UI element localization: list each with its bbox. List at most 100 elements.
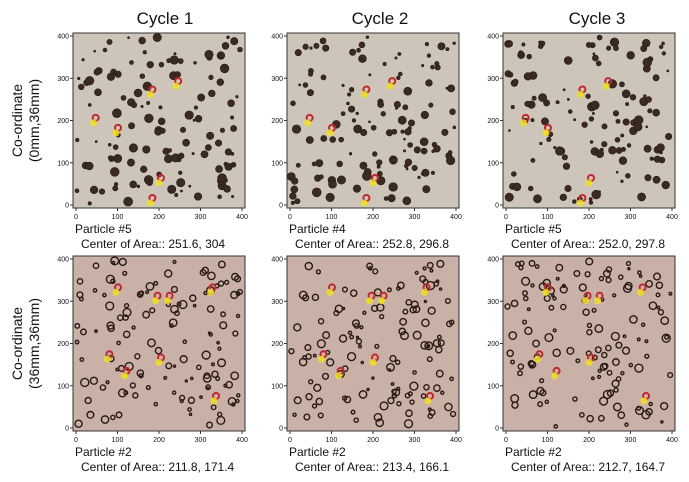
x-tick-label: 200 xyxy=(153,214,165,221)
particle xyxy=(403,138,405,140)
particle xyxy=(403,105,408,110)
particle xyxy=(174,53,176,55)
particle xyxy=(178,153,184,159)
marker-yellow xyxy=(173,83,180,90)
particle xyxy=(662,52,666,56)
marker-yellow xyxy=(164,297,171,304)
x-tick-label: 200 xyxy=(583,437,595,444)
particle xyxy=(431,171,434,174)
particle xyxy=(129,60,133,64)
marker-yellow xyxy=(361,91,368,98)
particle xyxy=(347,93,350,96)
y-tick-label: 0 xyxy=(279,426,283,433)
x-tick-label: 300 xyxy=(409,437,421,444)
x-tick-label: 200 xyxy=(583,214,595,221)
particle xyxy=(616,171,618,173)
particle xyxy=(337,161,343,167)
particle xyxy=(532,96,536,100)
particle xyxy=(124,197,133,206)
x-tick-label: 0 xyxy=(504,214,508,221)
marker-yellow xyxy=(378,297,385,304)
particle xyxy=(225,163,232,170)
particle xyxy=(321,75,326,80)
particle xyxy=(506,40,513,47)
particle-label: Particle #5 xyxy=(505,222,562,236)
particle xyxy=(392,129,397,134)
particle xyxy=(622,90,630,98)
particle xyxy=(227,36,230,39)
particle xyxy=(205,145,211,151)
particle xyxy=(657,144,665,152)
y-tick-label: 0 xyxy=(495,203,499,210)
particle xyxy=(128,123,134,129)
particle xyxy=(201,151,208,158)
x-tick-label: 100 xyxy=(112,437,124,444)
marker-yellow xyxy=(211,397,218,404)
particle xyxy=(130,181,137,188)
particle xyxy=(108,156,112,160)
x-tick-label: 0 xyxy=(504,437,508,444)
x-tick-label: 300 xyxy=(195,214,207,221)
column-title: Cycle 2 xyxy=(352,9,409,28)
particle xyxy=(505,193,513,201)
particle xyxy=(398,52,401,55)
marker-yellow xyxy=(582,297,589,304)
particle xyxy=(511,105,514,108)
particle xyxy=(644,145,651,152)
particle xyxy=(659,45,663,49)
particle xyxy=(525,101,530,106)
particle xyxy=(292,125,300,133)
particle xyxy=(88,103,91,106)
particle xyxy=(586,94,591,99)
particle xyxy=(418,176,421,179)
particle xyxy=(328,180,336,188)
particle xyxy=(610,38,619,47)
particle xyxy=(448,150,452,154)
row-label: (36mm,36mm) xyxy=(26,298,42,389)
marker-yellow xyxy=(104,356,111,363)
particle xyxy=(236,95,239,98)
particle xyxy=(114,154,122,162)
particle xyxy=(446,47,449,50)
particle xyxy=(653,176,660,183)
column-title: Cycle 3 xyxy=(569,9,626,28)
particle xyxy=(653,75,659,81)
particle xyxy=(527,54,532,59)
particle xyxy=(589,117,594,122)
y-tick-label: 300 xyxy=(487,76,499,83)
particle xyxy=(356,112,359,115)
particle xyxy=(615,137,620,142)
particle xyxy=(556,100,559,103)
marker-yellow xyxy=(318,356,325,363)
particle xyxy=(533,195,541,203)
particle xyxy=(147,180,153,186)
particle xyxy=(568,110,572,114)
marker-yellow xyxy=(327,129,334,136)
particle xyxy=(369,74,371,76)
y-tick-label: 200 xyxy=(57,118,69,125)
particle xyxy=(627,51,635,59)
marker-yellow xyxy=(637,289,644,296)
marker-yellow xyxy=(207,289,214,296)
y-tick-label: 100 xyxy=(57,160,69,167)
particle xyxy=(189,185,191,187)
particle xyxy=(129,144,137,152)
particle xyxy=(616,119,620,123)
particle xyxy=(414,147,420,153)
particle xyxy=(531,158,535,162)
particle xyxy=(398,116,406,124)
x-tick-label: 0 xyxy=(288,214,292,221)
particle xyxy=(508,72,513,77)
particle xyxy=(107,73,115,81)
marker-yellow xyxy=(543,129,550,136)
particle xyxy=(421,111,429,119)
particle xyxy=(295,199,300,204)
y-tick-label: 0 xyxy=(279,203,283,210)
particle xyxy=(291,201,294,204)
marker-yellow xyxy=(327,289,334,296)
center-of-area: Center of Area:: 251.6, 304 xyxy=(81,237,225,251)
particle xyxy=(602,141,608,147)
marker-yellow xyxy=(90,119,97,126)
y-tick-label: 200 xyxy=(487,118,499,125)
particle xyxy=(312,162,316,166)
